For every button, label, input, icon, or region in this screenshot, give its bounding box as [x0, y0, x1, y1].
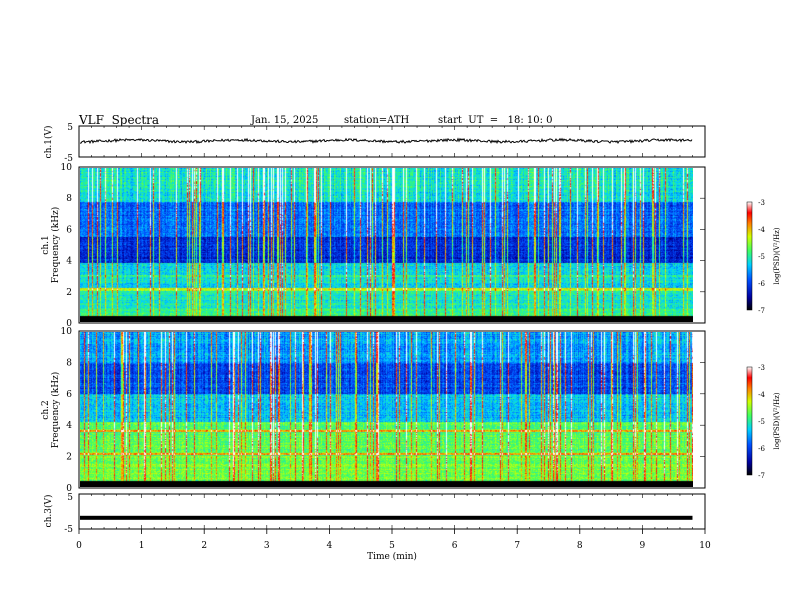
colorbar-tick-label: -3	[758, 364, 765, 372]
ch1-ytick-bottom: -5	[64, 154, 73, 164]
ch2-colorbar	[746, 366, 753, 476]
colorbar-tick-label: -4	[758, 226, 765, 234]
ch1-ytick-top: 5	[67, 123, 73, 133]
colorbar-tick-label: -3	[758, 199, 765, 207]
ch2-channel-label: ch.2	[41, 400, 51, 419]
colorbar-tick-label: -6	[758, 280, 765, 288]
ch1-colorbar-label: log(PSD)(V²/Hz)	[773, 227, 781, 284]
ch3-waveform-line	[80, 515, 693, 520]
colorbar-tick-label: -6	[758, 445, 765, 453]
frequency-tick-label: 8	[66, 358, 72, 368]
ch2-frequency-label: Frequency (kHz)	[50, 372, 61, 449]
ch2-spectrogram-image	[80, 332, 693, 487]
ch1-frequency-label: Frequency (kHz)	[50, 207, 61, 284]
x-tick-label: 7	[514, 541, 520, 551]
colorbar-tick-label: -4	[758, 391, 765, 399]
frequency-tick-label: 0	[66, 319, 72, 329]
colorbar-tick-label: -5	[758, 253, 765, 261]
x-tick-label: 10	[699, 541, 711, 551]
frequency-tick-label: 10	[61, 163, 73, 173]
x-tick-label: 5	[389, 541, 395, 551]
header-station: station=ATH	[344, 115, 410, 126]
ch2-colorbar-label: log(PSD)(V²/Hz)	[773, 392, 781, 449]
x-tick-label: 4	[327, 541, 333, 551]
figure-title: VLF Spectra	[79, 113, 160, 127]
x-tick-label: 6	[452, 541, 458, 551]
ch1-waveform-panel: 5 -5 ch.1(V)	[43, 123, 706, 164]
colorbar-tick-label: -7	[758, 472, 765, 480]
frequency-tick-label: 2	[66, 288, 72, 298]
x-tick-label: 0	[76, 541, 82, 551]
frequency-tick-label: 6	[66, 225, 72, 235]
frequency-tick-label: 4	[66, 257, 72, 267]
frequency-tick-label: 8	[66, 194, 72, 204]
ch3-ytick-top: 5	[67, 493, 73, 503]
frequency-tick-label: 6	[66, 390, 72, 400]
ch1-waveform-ylabel: ch.1(V)	[43, 126, 54, 159]
ch3-waveform-frame	[78, 493, 706, 530]
ch1-colorbar	[746, 201, 753, 311]
header-start-time: start UT = 18: 10: 0	[438, 115, 553, 126]
colorbar-tick-label: -7	[758, 307, 765, 315]
ch1-spectrogram-image	[80, 168, 693, 322]
x-tick-label: 3	[264, 541, 270, 551]
x-tick-label: 1	[139, 541, 145, 551]
ch1-channel-label: ch.1	[41, 235, 51, 254]
x-tick-label: 9	[640, 541, 646, 551]
x-axis-label: Time (min)	[367, 551, 417, 562]
x-tick-label: 2	[201, 541, 207, 551]
frequency-tick-label: 2	[66, 453, 72, 463]
ch3-waveform-ylabel: ch.3(V)	[43, 495, 54, 528]
ch3-ytick-bottom: -5	[64, 525, 73, 535]
header-date: Jan. 15, 2025	[251, 115, 319, 126]
x-tick-label: 8	[577, 541, 583, 551]
frequency-tick-label: 10	[61, 327, 73, 337]
ch1-waveform-line	[80, 137, 693, 145]
colorbar-tick-label: -5	[758, 418, 765, 426]
frequency-tick-label: 0	[66, 484, 72, 494]
ch3-waveform-panel: 5 -5 ch.3(V) 0 1 2 3 4 5 6 7 8 9 10 Time (min)	[43, 126, 711, 562]
frequency-tick-label: 4	[66, 421, 72, 431]
